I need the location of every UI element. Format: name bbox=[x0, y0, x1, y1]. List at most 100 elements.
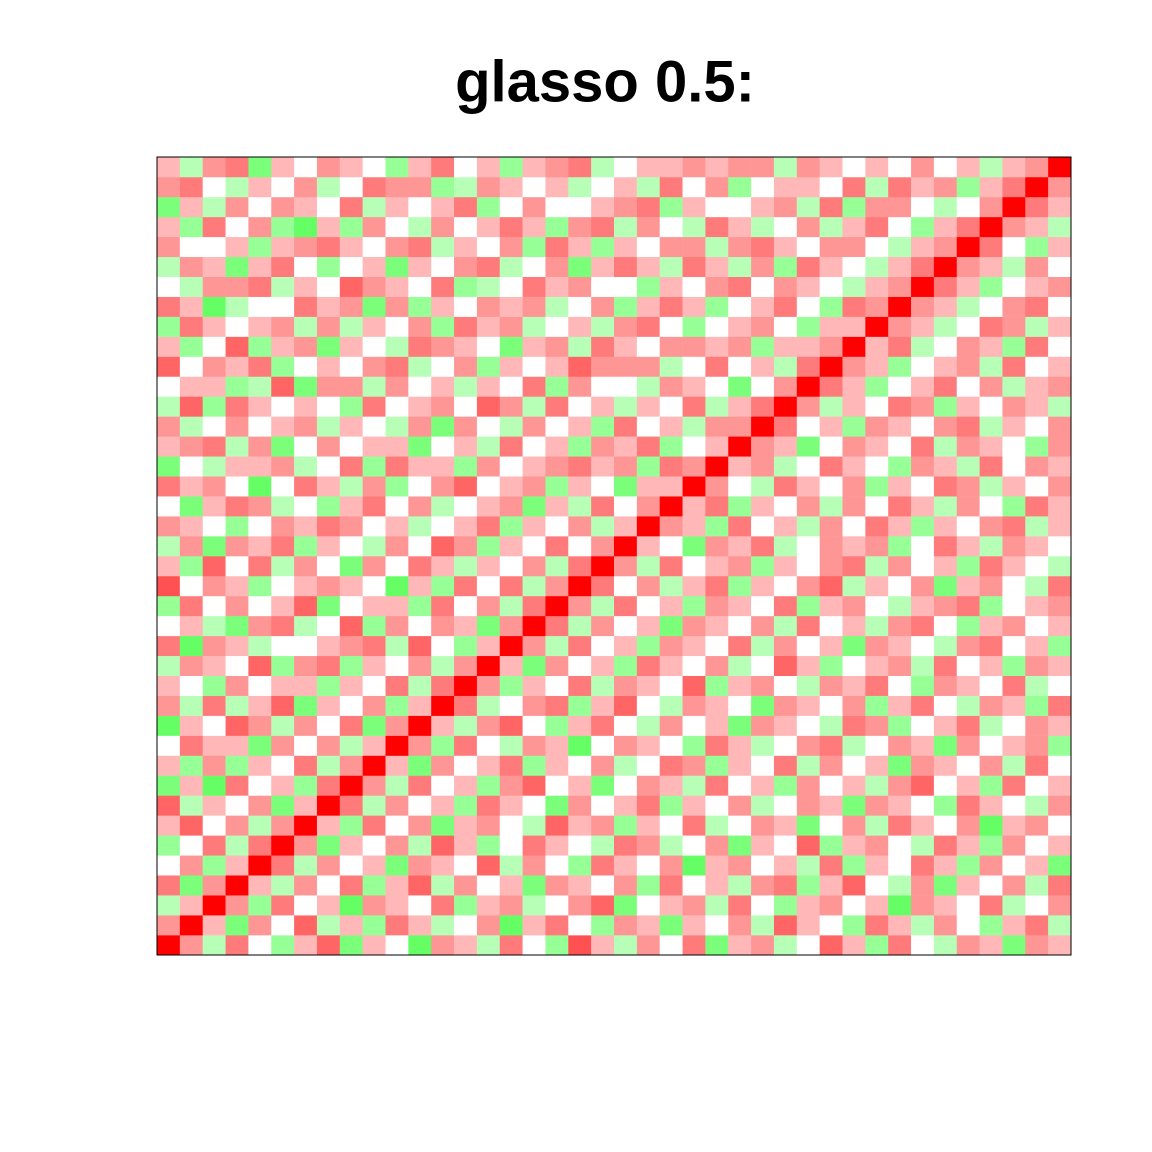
heatmap-cell bbox=[956, 556, 980, 577]
heatmap-cell bbox=[773, 496, 798, 517]
heatmap-cell bbox=[728, 895, 752, 916]
heatmap-cell bbox=[408, 655, 432, 676]
heatmap-cell bbox=[773, 396, 798, 417]
heatmap-cell bbox=[751, 236, 775, 258]
heatmap-cell bbox=[773, 416, 798, 437]
heatmap-cell bbox=[865, 256, 889, 277]
heatmap-cell bbox=[865, 536, 889, 557]
heatmap-cell bbox=[179, 396, 203, 417]
heatmap-cell bbox=[636, 216, 660, 238]
heatmap-cell bbox=[956, 256, 980, 277]
heatmap-cell bbox=[248, 336, 272, 357]
heatmap-cell bbox=[888, 715, 912, 736]
heatmap-cell bbox=[545, 256, 569, 277]
heatmap-cell bbox=[225, 935, 249, 956]
heatmap-cell bbox=[248, 396, 272, 417]
heatmap-cell bbox=[591, 795, 615, 816]
heatmap-cell bbox=[362, 356, 386, 377]
heatmap-cell bbox=[614, 296, 638, 317]
heatmap-cell bbox=[751, 536, 775, 557]
heatmap-cell bbox=[431, 356, 455, 377]
heatmap-cell bbox=[591, 615, 615, 637]
heatmap-cell bbox=[157, 157, 181, 178]
heatmap-cell bbox=[202, 715, 226, 736]
heatmap-cell bbox=[614, 436, 638, 457]
heatmap-cell bbox=[225, 755, 249, 776]
heatmap-cell bbox=[522, 755, 546, 776]
heatmap-cell bbox=[888, 815, 912, 836]
heatmap-cell bbox=[1048, 855, 1072, 876]
heatmap-cell bbox=[225, 416, 249, 437]
heatmap-cell bbox=[819, 476, 843, 497]
heatmap-cell bbox=[888, 236, 912, 258]
heatmap-cell bbox=[842, 196, 866, 218]
heatmap-cell bbox=[773, 336, 798, 357]
heatmap-cell bbox=[431, 835, 455, 856]
heatmap-cell bbox=[911, 755, 935, 776]
heatmap-cell bbox=[339, 216, 363, 238]
heatmap-cell bbox=[933, 216, 958, 238]
heatmap-cell bbox=[362, 915, 386, 936]
heatmap-cell bbox=[751, 775, 775, 796]
heatmap-cell bbox=[728, 815, 752, 836]
heatmap-cell bbox=[773, 675, 798, 696]
heatmap-cell bbox=[865, 516, 889, 537]
heatmap-cell bbox=[385, 296, 409, 317]
heatmap-cell bbox=[316, 196, 341, 218]
heatmap-cell bbox=[773, 575, 798, 597]
heatmap-cell bbox=[751, 316, 775, 337]
heatmap-cell bbox=[796, 276, 820, 297]
heatmap-cell bbox=[911, 356, 935, 377]
heatmap-cell bbox=[271, 655, 295, 676]
heatmap-cell bbox=[157, 196, 181, 218]
heatmap-cell bbox=[819, 935, 843, 956]
heatmap-cell bbox=[773, 835, 798, 856]
heatmap-cell bbox=[408, 895, 432, 916]
heatmap-cell bbox=[979, 655, 1003, 676]
heatmap-cell bbox=[728, 875, 752, 896]
heatmap-cell bbox=[865, 476, 889, 497]
heatmap-cell bbox=[796, 296, 820, 317]
heatmap-cell bbox=[408, 595, 432, 617]
heatmap-cell bbox=[385, 755, 409, 776]
heatmap-cell bbox=[568, 456, 592, 477]
heatmap-cell bbox=[294, 176, 318, 198]
heatmap-cell bbox=[842, 276, 866, 297]
heatmap-cell bbox=[979, 416, 1003, 437]
heatmap-cell bbox=[157, 416, 181, 437]
heatmap-cell bbox=[796, 755, 820, 776]
heatmap-cell bbox=[316, 416, 341, 437]
heatmap-cell bbox=[933, 875, 958, 896]
heatmap-cell bbox=[316, 556, 341, 577]
heatmap-cells bbox=[157, 157, 1072, 956]
heatmap-cell bbox=[956, 196, 980, 218]
heatmap-cell bbox=[339, 915, 363, 936]
heatmap-cell bbox=[773, 935, 798, 956]
heatmap-cell bbox=[659, 615, 683, 637]
heatmap-cell bbox=[431, 276, 455, 297]
heatmap-cell bbox=[933, 615, 958, 637]
heatmap-cell bbox=[865, 755, 889, 776]
heatmap-cell bbox=[728, 496, 752, 517]
heatmap-cell bbox=[225, 655, 249, 676]
heatmap-cell bbox=[202, 496, 226, 517]
heatmap-cell bbox=[225, 875, 249, 896]
heatmap-cell bbox=[476, 236, 501, 258]
heatmap-cell bbox=[499, 516, 523, 537]
heatmap-cell bbox=[454, 456, 478, 477]
heatmap-cell bbox=[1048, 915, 1072, 936]
heatmap-cell bbox=[385, 615, 409, 637]
heatmap-cell bbox=[248, 875, 272, 896]
heatmap-cell bbox=[956, 875, 980, 896]
heatmap-cell bbox=[339, 356, 363, 377]
heatmap-cell bbox=[225, 356, 249, 377]
heatmap-cell bbox=[1048, 536, 1072, 557]
heatmap-cell bbox=[248, 675, 272, 696]
heatmap-cell bbox=[614, 675, 638, 696]
heatmap-cell bbox=[659, 895, 683, 916]
heatmap-cell bbox=[796, 775, 820, 796]
heatmap-cell bbox=[1025, 935, 1049, 956]
heatmap-cell bbox=[751, 695, 775, 716]
heatmap-cell bbox=[1025, 456, 1049, 477]
heatmap-cell bbox=[682, 655, 706, 676]
